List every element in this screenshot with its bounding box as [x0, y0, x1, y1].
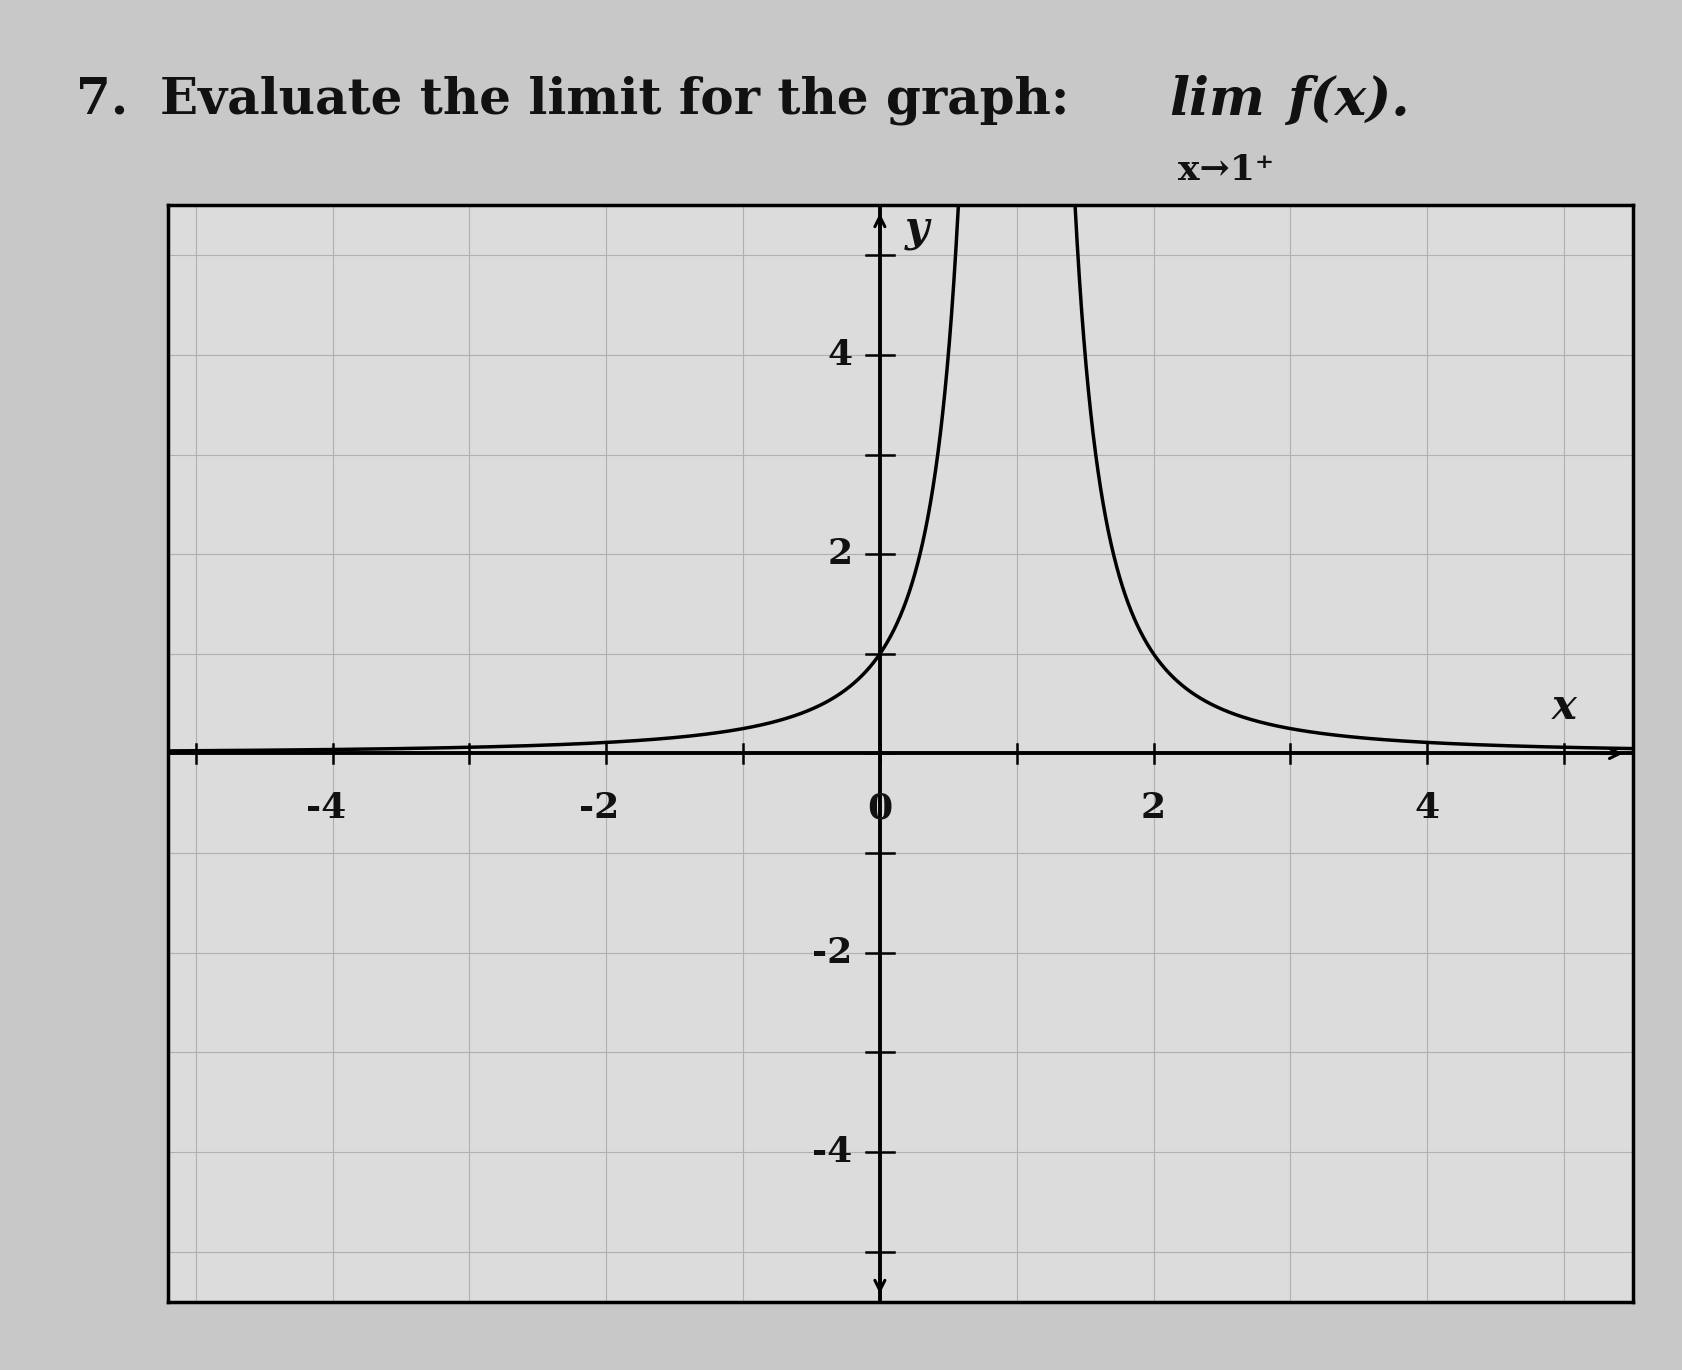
Text: f(x).: f(x). — [1287, 75, 1410, 126]
Text: Evaluate the limit for the graph:: Evaluate the limit for the graph: — [160, 75, 1068, 125]
Text: -2: -2 — [579, 792, 619, 825]
Text: 7.: 7. — [76, 75, 128, 125]
Text: x: x — [1551, 685, 1576, 727]
Text: 2: 2 — [828, 537, 853, 571]
Text: 0: 0 — [866, 792, 891, 825]
Text: -4: -4 — [306, 792, 345, 825]
Text: lim: lim — [1169, 75, 1265, 126]
Text: 4: 4 — [828, 338, 853, 371]
Text: -4: -4 — [812, 1136, 853, 1169]
Text: 4: 4 — [1415, 792, 1440, 825]
Text: -2: -2 — [812, 936, 853, 970]
Text: y: y — [903, 208, 928, 249]
Text: 2: 2 — [1140, 792, 1166, 825]
Text: x→1⁺: x→1⁺ — [1177, 153, 1273, 188]
